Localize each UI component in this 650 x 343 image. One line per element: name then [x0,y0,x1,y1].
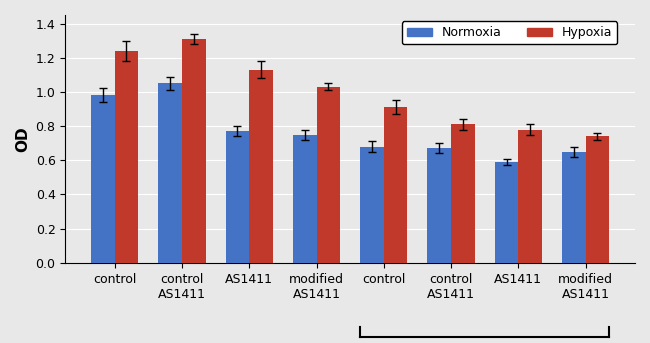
Bar [182,39,205,263]
Y-axis label: OD: OD [15,126,30,152]
Bar [226,131,249,263]
Bar [562,152,586,263]
Legend: Normoxia, Hypoxia: Normoxia, Hypoxia [402,21,618,44]
Bar [114,51,138,263]
Bar [384,107,408,263]
Bar [91,95,114,263]
Bar [317,87,340,263]
Bar [360,146,384,263]
Bar [428,148,451,263]
Bar [293,135,317,263]
Bar [518,130,542,263]
Bar [495,162,518,263]
Bar [451,125,474,263]
Bar [586,137,609,263]
Bar [249,70,273,263]
Bar [159,83,182,263]
